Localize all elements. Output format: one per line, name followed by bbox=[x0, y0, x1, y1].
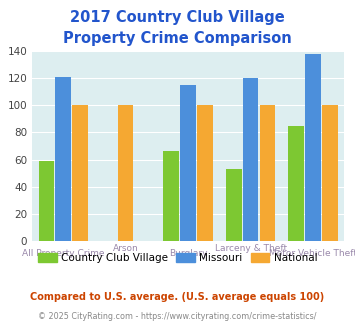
Bar bbox=[288, 126, 304, 241]
Text: © 2025 CityRating.com - https://www.cityrating.com/crime-statistics/: © 2025 CityRating.com - https://www.city… bbox=[38, 312, 317, 321]
Bar bbox=[55, 77, 71, 241]
Bar bbox=[118, 105, 133, 241]
Bar bbox=[260, 105, 275, 241]
Text: Property Crime Comparison: Property Crime Comparison bbox=[63, 31, 292, 46]
Bar bbox=[180, 85, 196, 241]
Bar bbox=[197, 105, 213, 241]
Text: Motor Vehicle Theft: Motor Vehicle Theft bbox=[269, 249, 355, 258]
Bar bbox=[38, 161, 54, 241]
Text: Arson: Arson bbox=[113, 244, 138, 252]
Legend: Country Club Village, Missouri, National: Country Club Village, Missouri, National bbox=[34, 248, 321, 267]
Text: Burglary: Burglary bbox=[169, 249, 207, 258]
Bar bbox=[305, 54, 321, 241]
Text: Larceny & Theft: Larceny & Theft bbox=[214, 244, 287, 252]
Bar bbox=[226, 169, 241, 241]
Bar bbox=[163, 151, 179, 241]
Bar bbox=[72, 105, 88, 241]
Text: All Property Crime: All Property Crime bbox=[22, 249, 104, 258]
Text: Compared to U.S. average. (U.S. average equals 100): Compared to U.S. average. (U.S. average … bbox=[31, 292, 324, 302]
Bar bbox=[243, 78, 258, 241]
Text: 2017 Country Club Village: 2017 Country Club Village bbox=[70, 10, 285, 25]
Bar bbox=[322, 105, 338, 241]
